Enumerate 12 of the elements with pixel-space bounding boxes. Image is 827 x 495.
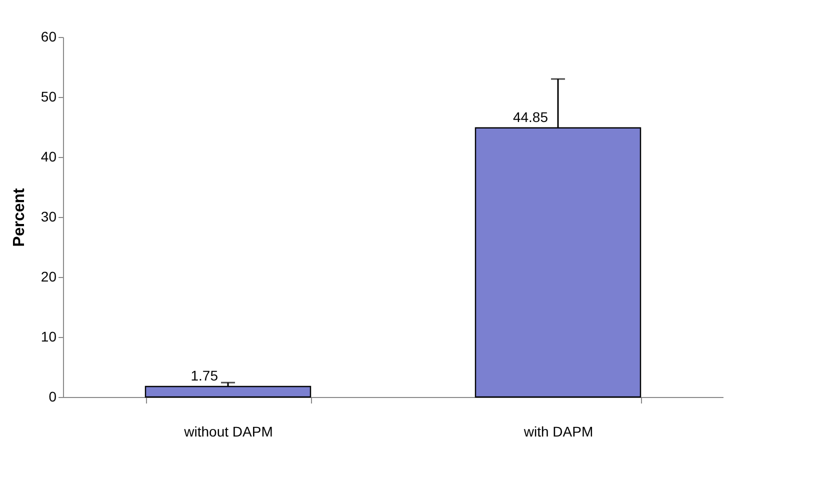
y-tick-label: 30 <box>40 208 57 224</box>
x-tick-label: with DAPM <box>522 424 594 440</box>
y-tick-label: 0 <box>48 388 57 404</box>
y-tick-label: 60 <box>40 28 57 44</box>
x-tick-label: without DAPM <box>183 424 273 440</box>
data-label: 44.85 <box>512 108 548 125</box>
y-tick-label: 20 <box>40 268 57 284</box>
y-tick-label: 50 <box>40 88 57 104</box>
y-tick-label: 40 <box>40 148 57 164</box>
y-axis-title: Percent <box>10 187 28 247</box>
y-tick-label: 10 <box>40 328 57 344</box>
data-label: 1.75 <box>190 368 218 384</box>
